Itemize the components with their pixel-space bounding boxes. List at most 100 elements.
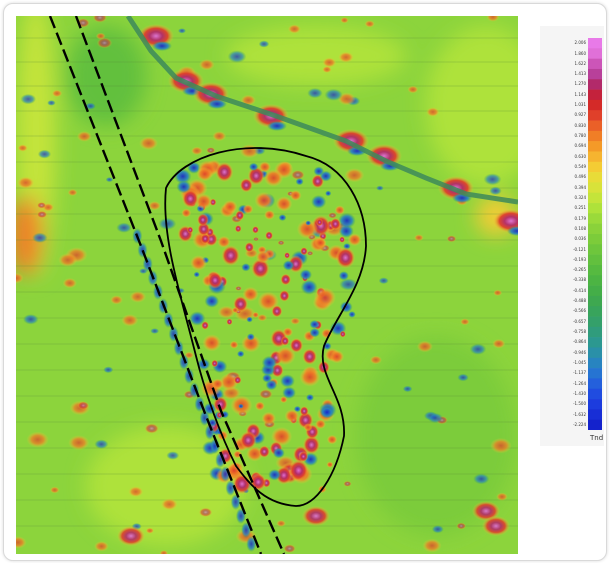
anomaly-blob bbox=[315, 419, 326, 429]
scale-tick-label: 1.270 bbox=[574, 81, 586, 87]
scale-swatch bbox=[588, 285, 602, 297]
anomaly-blob bbox=[159, 550, 169, 554]
anomaly-blob bbox=[339, 330, 346, 338]
anomaly-blob bbox=[328, 212, 337, 219]
scale-tick-label: -0.566 bbox=[573, 308, 586, 314]
anomaly-blob bbox=[298, 451, 309, 462]
anomaly-blob bbox=[189, 311, 206, 326]
anomaly-blob bbox=[376, 185, 384, 191]
anomaly-blob bbox=[258, 445, 270, 458]
anomaly-blob bbox=[275, 466, 293, 485]
anomaly-blob bbox=[230, 494, 241, 510]
anomaly-blob bbox=[295, 178, 304, 186]
anomaly-blob bbox=[217, 305, 236, 319]
anomaly-blob bbox=[282, 386, 296, 399]
anomaly-blob bbox=[221, 245, 240, 266]
anomaly-blob bbox=[299, 269, 312, 281]
anomaly-blob bbox=[414, 234, 424, 242]
anomaly-blob bbox=[85, 102, 96, 110]
anomaly-blob bbox=[178, 354, 189, 370]
anomaly-blob bbox=[26, 431, 49, 448]
anomaly-blob bbox=[339, 236, 346, 243]
scale-swatch bbox=[588, 89, 602, 101]
scale-tick-label: -0.265 bbox=[573, 267, 586, 273]
anomaly-blob bbox=[225, 480, 236, 496]
anomaly-blob bbox=[258, 389, 273, 399]
anomaly-blob bbox=[227, 50, 247, 63]
scale-swatch bbox=[588, 192, 602, 204]
anomaly-blob bbox=[473, 473, 490, 485]
anomaly-blob bbox=[257, 314, 268, 322]
anomaly-blob bbox=[262, 373, 273, 383]
anomaly-blob bbox=[321, 328, 333, 339]
anomaly-blob bbox=[181, 208, 192, 218]
anomaly-blob bbox=[290, 170, 305, 180]
anomaly-blob bbox=[300, 279, 318, 295]
anomaly-blob bbox=[242, 286, 259, 302]
anomaly-blob bbox=[20, 93, 36, 105]
anomaly-blob bbox=[105, 177, 114, 183]
anomaly-blob bbox=[402, 385, 413, 393]
anomaly-blob bbox=[329, 350, 345, 364]
anomaly-blob bbox=[202, 334, 222, 352]
anomaly-blob bbox=[152, 41, 172, 51]
anomaly-blob bbox=[302, 348, 318, 365]
anomaly-blob bbox=[36, 210, 48, 219]
scale-tick-label: 0.394 bbox=[574, 184, 586, 190]
scale-swatch bbox=[588, 48, 602, 59]
anomaly-blob bbox=[92, 16, 108, 23]
anomaly-blob bbox=[251, 258, 270, 279]
anomaly-blob bbox=[17, 144, 28, 152]
anomaly-blob bbox=[289, 190, 302, 201]
anomaly-blob bbox=[305, 220, 312, 226]
anomaly-blob bbox=[235, 286, 242, 291]
anomaly-blob bbox=[326, 434, 338, 445]
scale-swatch bbox=[588, 326, 602, 338]
anomaly-blob bbox=[268, 469, 281, 481]
anomaly-blob bbox=[247, 166, 265, 186]
anomaly-blob bbox=[299, 406, 309, 417]
anomaly-blob bbox=[446, 235, 457, 243]
scale-tick-label: -1.264 bbox=[573, 380, 586, 386]
anomaly-blob bbox=[309, 328, 321, 338]
scale-swatch bbox=[588, 120, 602, 132]
scale-swatch bbox=[588, 203, 602, 214]
anomaly-blob bbox=[258, 40, 270, 48]
scale-swatch bbox=[588, 161, 602, 173]
anomaly-blob bbox=[246, 316, 253, 323]
anomaly-blob bbox=[326, 461, 334, 468]
anomaly-blob bbox=[206, 147, 216, 154]
scale-tick-label: 0.036 bbox=[574, 236, 586, 242]
magnetic-anomaly-map bbox=[16, 16, 518, 554]
scale-unit-label: Tnd bbox=[590, 434, 604, 442]
anomaly-blob bbox=[253, 237, 259, 242]
anomaly-blob bbox=[67, 189, 78, 196]
anomaly-blob bbox=[311, 195, 327, 209]
scale-swatch bbox=[588, 378, 602, 390]
anomaly-blob bbox=[150, 328, 160, 334]
anomaly-blob bbox=[348, 311, 356, 318]
anomaly-blob bbox=[369, 355, 382, 365]
anomaly-blob bbox=[306, 394, 314, 401]
scale-swatch bbox=[588, 357, 602, 369]
anomaly-blob bbox=[482, 516, 510, 536]
anomaly-blob bbox=[241, 263, 251, 272]
anomaly-blob bbox=[469, 343, 487, 355]
scale-tick-label: -1.430 bbox=[573, 390, 586, 396]
anomaly-blob bbox=[280, 273, 292, 286]
anomaly-blob bbox=[261, 411, 276, 425]
anomaly-blob bbox=[191, 146, 203, 155]
anomaly-blob bbox=[314, 287, 336, 308]
anomaly-blob bbox=[306, 250, 314, 256]
scale-tick-label: -1.500 bbox=[573, 401, 586, 407]
anomaly-blob bbox=[378, 277, 389, 285]
anomaly-blob bbox=[246, 333, 255, 341]
scale-tick-label: 1.031 bbox=[574, 102, 586, 108]
scale-swatch bbox=[588, 68, 602, 80]
anomaly-blob bbox=[325, 190, 332, 197]
scale-tick-label: 0.549 bbox=[574, 163, 586, 169]
anomaly-blob bbox=[283, 544, 296, 553]
anomaly-blob bbox=[239, 144, 260, 159]
anomaly-blob bbox=[37, 149, 52, 159]
anomaly-blob bbox=[340, 17, 349, 24]
